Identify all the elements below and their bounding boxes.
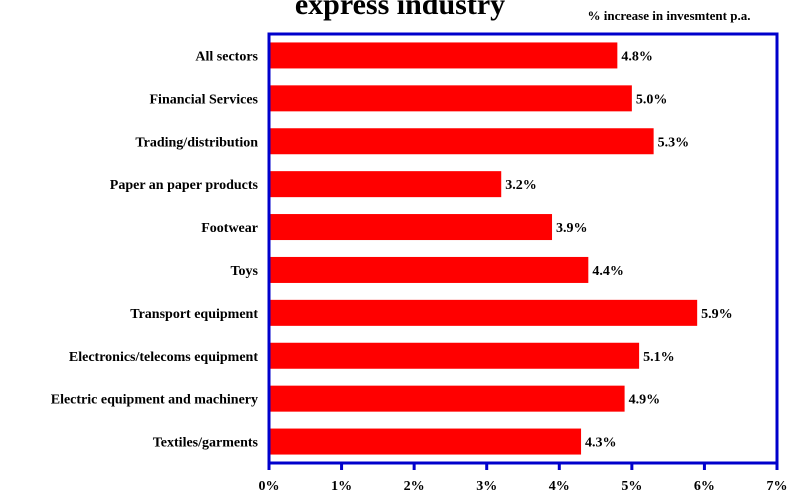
category-label: Electric equipment and machinery bbox=[51, 393, 258, 408]
chart-title: express industry bbox=[295, 0, 505, 21]
value-label: 5.9% bbox=[701, 307, 733, 322]
value-label: 4.9% bbox=[629, 393, 661, 408]
category-label: Textiles/garments bbox=[153, 436, 259, 451]
category-label: All sectors bbox=[195, 49, 258, 64]
x-tick-label: 6% bbox=[694, 479, 715, 494]
bar bbox=[269, 128, 654, 155]
category-label: Toys bbox=[230, 264, 258, 279]
bar bbox=[269, 299, 698, 326]
bar bbox=[269, 171, 502, 198]
value-label: 5.1% bbox=[643, 350, 675, 365]
category-label: Trading/distribution bbox=[135, 135, 258, 150]
category-label: Paper an paper products bbox=[110, 178, 259, 193]
value-label: 4.3% bbox=[585, 436, 617, 451]
x-tick-label: 3% bbox=[476, 479, 497, 494]
x-tick-label: 5% bbox=[621, 479, 642, 494]
value-label: 5.3% bbox=[658, 135, 690, 150]
x-tick-label: 2% bbox=[404, 479, 425, 494]
x-tick-label: 7% bbox=[767, 479, 788, 494]
value-label: 4.8% bbox=[621, 49, 653, 64]
bar bbox=[269, 428, 582, 455]
bar bbox=[269, 342, 640, 369]
chart-subtitle: % increase in invesmtent p.a. bbox=[588, 8, 751, 23]
value-label: 3.2% bbox=[505, 178, 537, 193]
value-label: 3.9% bbox=[556, 221, 588, 236]
value-label: 4.4% bbox=[592, 264, 624, 279]
x-tick-label: 4% bbox=[549, 479, 570, 494]
value-label: 5.0% bbox=[636, 92, 668, 107]
x-tick-label: 0% bbox=[259, 479, 280, 494]
category-label: Financial Services bbox=[150, 92, 259, 107]
bar bbox=[269, 256, 589, 283]
bar bbox=[269, 85, 632, 112]
category-label: Footwear bbox=[201, 221, 258, 236]
bar bbox=[269, 214, 553, 241]
category-label: Electronics/telecoms equipment bbox=[69, 350, 258, 365]
bar bbox=[269, 42, 618, 69]
category-label: Transport equipment bbox=[130, 307, 258, 322]
plot-area-frame bbox=[267, 32, 779, 465]
bar bbox=[269, 385, 625, 412]
x-tick-label: 1% bbox=[331, 479, 352, 494]
